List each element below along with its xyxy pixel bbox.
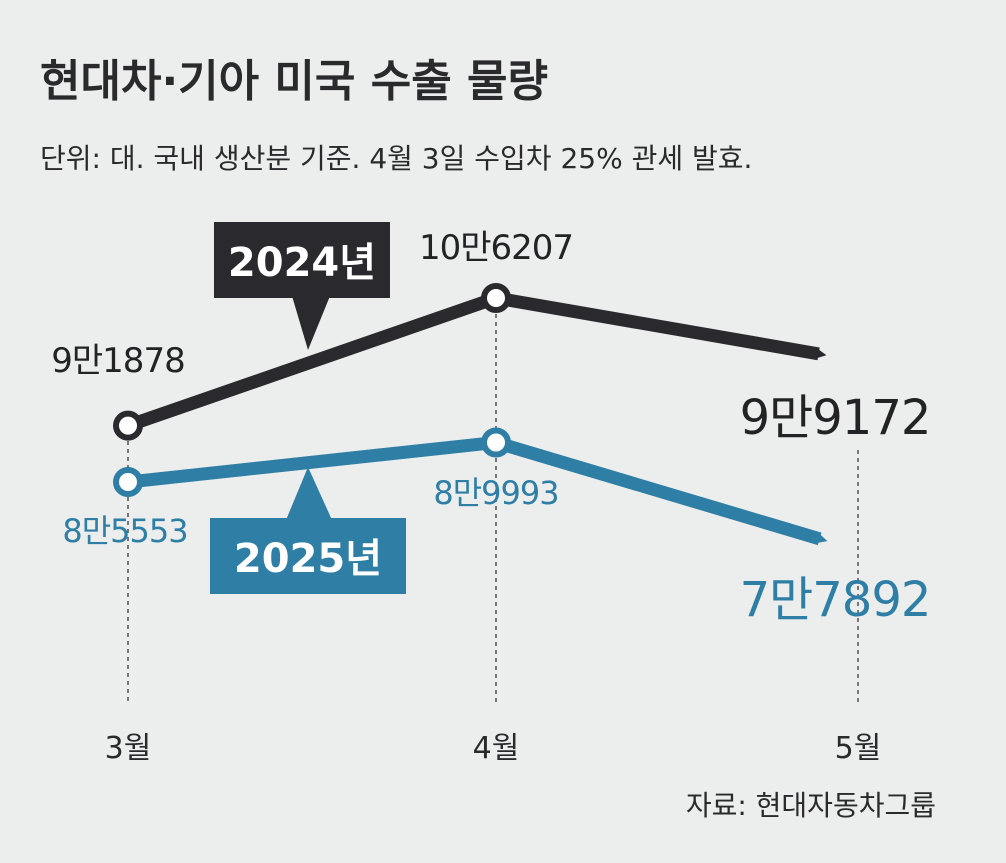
legend-label-2024: 2024년 [228, 240, 376, 286]
chart-subtitle: 단위: 대. 국내 생산분 기준. 4월 3일 수입차 25% 관세 발효. [40, 142, 752, 175]
legend-pointer-2024 [292, 296, 330, 350]
x-tick-label: 3월 [105, 731, 152, 766]
x-tick-label: 4월 [473, 731, 520, 766]
data-label: 10만6207 [419, 228, 573, 268]
chart-title: 현대차·기아 미국 수출 물량 [40, 56, 548, 107]
data-label: 7만7892 [740, 572, 931, 628]
series-arrow-0 [494, 291, 827, 361]
data-label: 9만1878 [51, 341, 184, 381]
x-tick-label: 5월 [835, 731, 882, 766]
data-label: 8만5553 [62, 512, 187, 550]
legend-pointer-2025 [286, 467, 332, 520]
source-note: 자료: 현대자동차그룹 [686, 789, 936, 822]
data-label: 8만9993 [433, 474, 558, 512]
data-point [481, 283, 511, 313]
data-point [113, 467, 143, 498]
data-point [481, 427, 511, 458]
data-point [113, 410, 143, 441]
x-axis: 3월 4월 5월 [105, 731, 882, 766]
legend-box-2024 [214, 222, 390, 298]
series-arrow-1 [494, 436, 828, 546]
series-line-1 [121, 435, 503, 489]
legend-box-2025 [210, 518, 406, 594]
legend-label-2025: 2025년 [234, 536, 382, 582]
series-line-0 [121, 291, 503, 433]
series-layer: 9만1878 10만6207 9만9172 8만5553 8만9993 7만7892 [51, 228, 931, 628]
data-label: 9만9172 [740, 390, 931, 446]
legend-layer: 2024년 2025년 [210, 222, 406, 594]
guide-lines [127, 298, 859, 705]
